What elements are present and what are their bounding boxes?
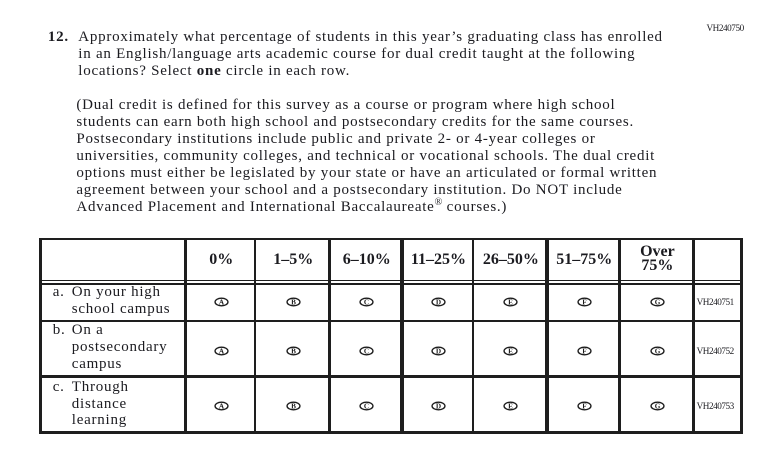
svg-text:G: G: [655, 347, 661, 355]
svg-text:B: B: [291, 402, 296, 410]
svg-text:B: B: [291, 347, 296, 355]
svg-text:G: G: [655, 402, 661, 410]
svg-text:A: A: [219, 299, 225, 307]
svg-text:F: F: [582, 402, 587, 410]
svg-text:D: D: [436, 299, 441, 307]
svg-text:B: B: [291, 299, 296, 307]
svg-text:E: E: [508, 299, 513, 307]
svg-text:A: A: [219, 402, 225, 410]
svg-text:A: A: [219, 347, 225, 355]
svg-text:C: C: [364, 299, 369, 307]
svg-text:E: E: [508, 347, 513, 355]
svg-text:F: F: [582, 299, 587, 307]
svg-text:E: E: [508, 402, 513, 410]
svg-text:G: G: [655, 299, 661, 307]
svg-text:C: C: [364, 347, 369, 355]
svg-text:F: F: [582, 347, 587, 355]
svg-text:C: C: [364, 402, 369, 410]
svg-text:D: D: [436, 402, 441, 410]
svg-text:D: D: [436, 347, 441, 355]
